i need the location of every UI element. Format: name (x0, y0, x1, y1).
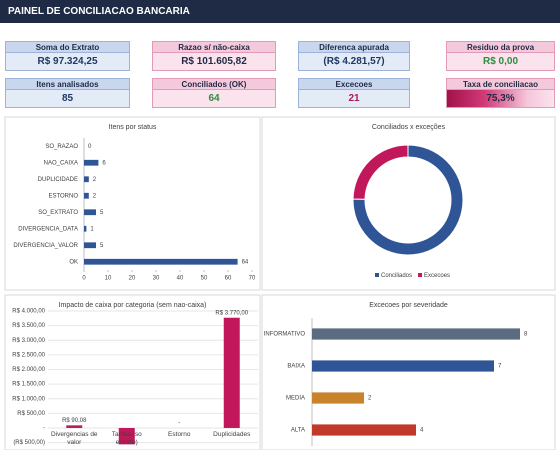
bar (84, 258, 238, 265)
kpi-label: Soma do Extrato (5, 41, 130, 53)
x-tick-label: 10 (105, 276, 112, 282)
y-tick-label: R$ 1.000,00 (12, 396, 45, 402)
kpi-value: 85 (5, 90, 130, 108)
kpi-value: R$ 101.605,82 (152, 53, 276, 71)
kpi-label: Diferenca apurada (298, 41, 410, 53)
x-tick-label: 30 (153, 276, 160, 282)
value-label: 5 (100, 243, 104, 249)
bar (312, 392, 364, 404)
y-tick-label: R$ 3.000,00 (12, 338, 45, 344)
value-label: 4 (420, 428, 424, 434)
category-label: SO_RAZAO (45, 144, 78, 150)
kpi-label: Taxa de conciliacao (446, 78, 555, 90)
value-label: R$ 90,08 (62, 418, 87, 424)
y-tick-label: R$ 2.500,00 (12, 352, 45, 358)
y-tick-label: (R$ 500,00) (13, 440, 45, 446)
y-tick-label: R$ 3.500,00 (12, 323, 45, 329)
bar (84, 209, 96, 216)
category-label: DIVERGENCIA_DATA (18, 226, 78, 232)
kpi-label: Conciliados (OK) (152, 78, 276, 90)
x-tick-label: 70 (249, 276, 256, 282)
kpi-value: R$ 97.324,25 (5, 53, 130, 71)
kpi-value: R$ 0,00 (446, 53, 555, 71)
value-label: 6 (102, 160, 106, 166)
panel (261, 116, 556, 291)
category-label: DUPLICIDADE (38, 177, 78, 183)
bar (223, 317, 240, 428)
chart-title: Excecoes por severidade (369, 302, 448, 309)
bar (312, 328, 520, 340)
kpi-value: 75,3% (446, 90, 555, 108)
category-label: ALTA (291, 428, 305, 434)
donut-slice (352, 144, 464, 256)
chart-title: Itens por status (109, 124, 157, 131)
y-tick-label: R$ 4.000,00 (12, 309, 45, 315)
bar (118, 427, 135, 445)
legend-swatch (375, 273, 379, 277)
panel (4, 294, 261, 450)
category-label: SO_EXTRATO (38, 210, 78, 216)
kpi-label: Residuo da prova (446, 41, 555, 53)
category-label: INFORMATIVO (264, 332, 306, 338)
bar (84, 225, 87, 232)
value-label: - (178, 421, 180, 427)
value-label: 2 (93, 193, 97, 199)
category-label: Estorno (168, 431, 191, 438)
value-label: 7 (498, 364, 502, 370)
bar (84, 192, 89, 199)
chart-title: Conciliados x exceções (372, 124, 446, 131)
bar (312, 360, 494, 372)
value-label: R$ 3.770,00 (215, 310, 248, 316)
bar (312, 424, 416, 436)
kpi-label: Razao s/ não-caixa (152, 41, 276, 53)
panel (261, 294, 556, 450)
legend-swatch (418, 273, 423, 277)
header-title: PAINEL DE CONCILIACAO BANCARIA (0, 0, 560, 23)
kpi-value: (R$ 4.281,57) (298, 53, 410, 71)
value-label: 0 (88, 144, 92, 150)
x-tick-label: 60 (225, 276, 232, 282)
legend-label: Conciliados (381, 273, 412, 279)
category-label: MEDIA (286, 396, 305, 402)
legend-label: Excecoes (424, 273, 450, 279)
kpi-value: 21 (298, 90, 410, 108)
category-label: OK (69, 259, 78, 265)
kpi-value: 64 (152, 90, 276, 108)
x-tick-label: 0 (82, 276, 86, 282)
chart-title: Impacto de caixa por categoria (sem nao-… (59, 302, 207, 309)
value-label: 64 (242, 259, 249, 265)
category-label: Duplicidades (213, 431, 251, 438)
bar (66, 425, 83, 428)
category-label: ESTORNO (48, 193, 78, 199)
bar (84, 176, 89, 183)
category-label: BAIXA (287, 364, 305, 370)
x-tick-label: 40 (177, 276, 184, 282)
value-label: 8 (524, 332, 528, 338)
donut-slice (352, 144, 409, 200)
category-label: NAO_CAIXA (44, 160, 78, 166)
kpi-label: Excecoes (298, 78, 410, 90)
value-label: 5 (100, 210, 104, 216)
bar (84, 159, 99, 166)
y-tick-label: R$ 500,00 (17, 411, 45, 417)
y-tick-label: - (43, 426, 45, 432)
bar (84, 242, 96, 249)
category-label: Divergencias de valor (50, 431, 98, 446)
x-tick-label: 20 (129, 276, 136, 282)
x-tick-label: 50 (201, 276, 208, 282)
category-label: Tarifas (so extrato) (111, 431, 142, 446)
value-label: 2 (368, 396, 372, 402)
value-label: 2 (93, 177, 97, 183)
category-label: DIVERGENCIA_VALOR (13, 243, 78, 249)
value-label: 1 (90, 226, 94, 232)
kpi-label: Itens analisados (5, 78, 130, 90)
y-tick-label: R$ 1.500,00 (12, 382, 45, 388)
y-tick-label: R$ 2.000,00 (12, 367, 45, 373)
